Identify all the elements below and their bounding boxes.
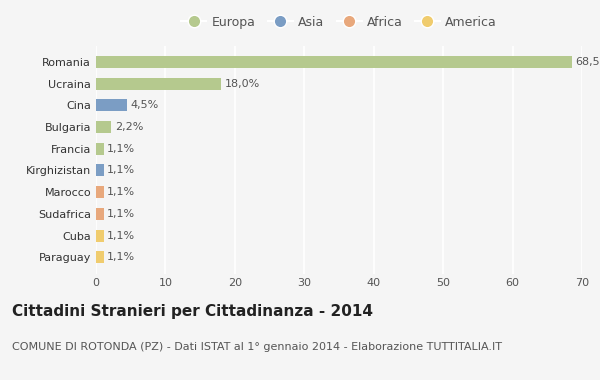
Bar — [96, 143, 104, 155]
Bar — [96, 78, 221, 90]
Text: 4,5%: 4,5% — [131, 100, 159, 110]
Text: 1,1%: 1,1% — [107, 187, 135, 197]
Text: Cittadini Stranieri per Cittadinanza - 2014: Cittadini Stranieri per Cittadinanza - 2… — [12, 304, 373, 319]
Bar — [96, 186, 104, 198]
Text: 1,1%: 1,1% — [107, 144, 135, 154]
Bar — [96, 208, 104, 220]
Text: 1,1%: 1,1% — [107, 252, 135, 262]
Text: 1,1%: 1,1% — [107, 165, 135, 176]
Bar — [96, 230, 104, 242]
Bar — [96, 100, 127, 111]
Text: 18,0%: 18,0% — [224, 79, 260, 89]
Legend: Europa, Asia, Africa, America: Europa, Asia, Africa, America — [176, 11, 502, 34]
Text: COMUNE DI ROTONDA (PZ) - Dati ISTAT al 1° gennaio 2014 - Elaborazione TUTTITALIA: COMUNE DI ROTONDA (PZ) - Dati ISTAT al 1… — [12, 342, 502, 352]
Bar — [96, 251, 104, 263]
Text: 1,1%: 1,1% — [107, 231, 135, 241]
Bar — [96, 165, 104, 176]
Bar — [96, 121, 111, 133]
Text: 1,1%: 1,1% — [107, 209, 135, 219]
Text: 2,2%: 2,2% — [115, 122, 143, 132]
Text: 68,5%: 68,5% — [575, 57, 600, 67]
Bar — [96, 56, 572, 68]
